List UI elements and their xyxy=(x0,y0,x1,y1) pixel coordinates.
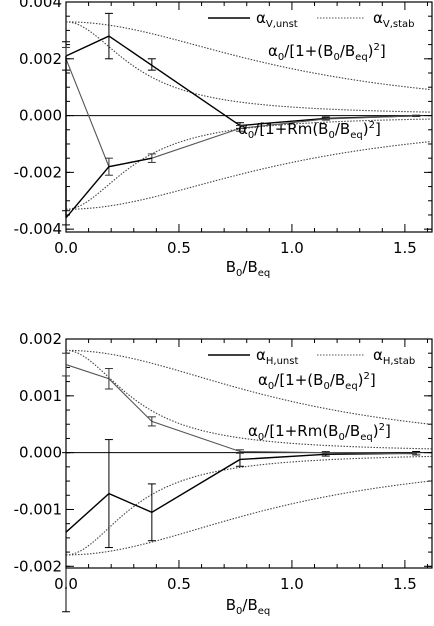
y-tick-label: 0.001 xyxy=(19,387,62,405)
x-tick-label: 1.0 xyxy=(280,575,304,593)
y-tick-label: 0.000 xyxy=(19,444,62,462)
y-tick-label: -0.001 xyxy=(14,500,62,518)
formula-annotation: α0/[1+(B0/Beq)2] xyxy=(268,42,386,63)
y-tick-label: 0.000 xyxy=(19,107,62,125)
formula-annotation: α0/[1+Rm(B0/Beq)2] xyxy=(248,422,391,443)
quenching-curve xyxy=(65,349,433,450)
legend-label: αH,stab xyxy=(373,346,415,367)
data-series-line xyxy=(65,58,417,168)
formula-annotation: α0/[1+(B0/Beq)2] xyxy=(258,371,376,392)
y-tick-label: -0.002 xyxy=(14,163,62,181)
x-tick-label: 0.0 xyxy=(54,239,78,257)
data-series-line xyxy=(65,364,417,455)
y-tick-label: -0.004 xyxy=(14,220,62,238)
quenching-curve xyxy=(65,349,433,425)
y-tick-label: 0.002 xyxy=(19,330,62,348)
x-tick-label: 1.5 xyxy=(393,239,417,257)
quenching-curve xyxy=(65,21,433,113)
y-tick-label: -0.002 xyxy=(14,557,62,575)
quenching-curve xyxy=(65,455,433,556)
y-tick-label: 0.004 xyxy=(19,0,62,11)
legend-label: αV,unst xyxy=(256,9,298,30)
x-tick-label: 1.5 xyxy=(393,575,417,593)
formula-annotation: α0/[1+Rm(B0/Beq)2] xyxy=(238,120,381,141)
quenching-curve xyxy=(65,480,433,556)
y-tick-label: 0.002 xyxy=(19,50,62,68)
x-axis-title: B0/Beq xyxy=(226,258,271,279)
x-tick-label: 0.5 xyxy=(167,575,191,593)
legend-label: αV,stab xyxy=(373,9,415,30)
x-tick-label: 0.5 xyxy=(167,239,191,257)
quenching-curve xyxy=(65,118,433,210)
data-series-line xyxy=(65,157,152,219)
legend-label: αH,unst xyxy=(256,346,298,367)
panel-1: 0.0 0.5 1.0 1.5 0.004 0.002 0.000 -0.002 -0.004 α… xyxy=(14,0,433,279)
panel-2: 0.0 0.5 1.0 1.50.0020.0010.000-0.001-0.002α… xyxy=(14,330,433,617)
data-series-line xyxy=(65,452,417,533)
x-axis-title: B0/Beq xyxy=(226,596,271,617)
x-tick-label: 1.0 xyxy=(280,239,304,257)
quenching-curve xyxy=(65,140,433,210)
quenching-curve xyxy=(65,21,433,91)
